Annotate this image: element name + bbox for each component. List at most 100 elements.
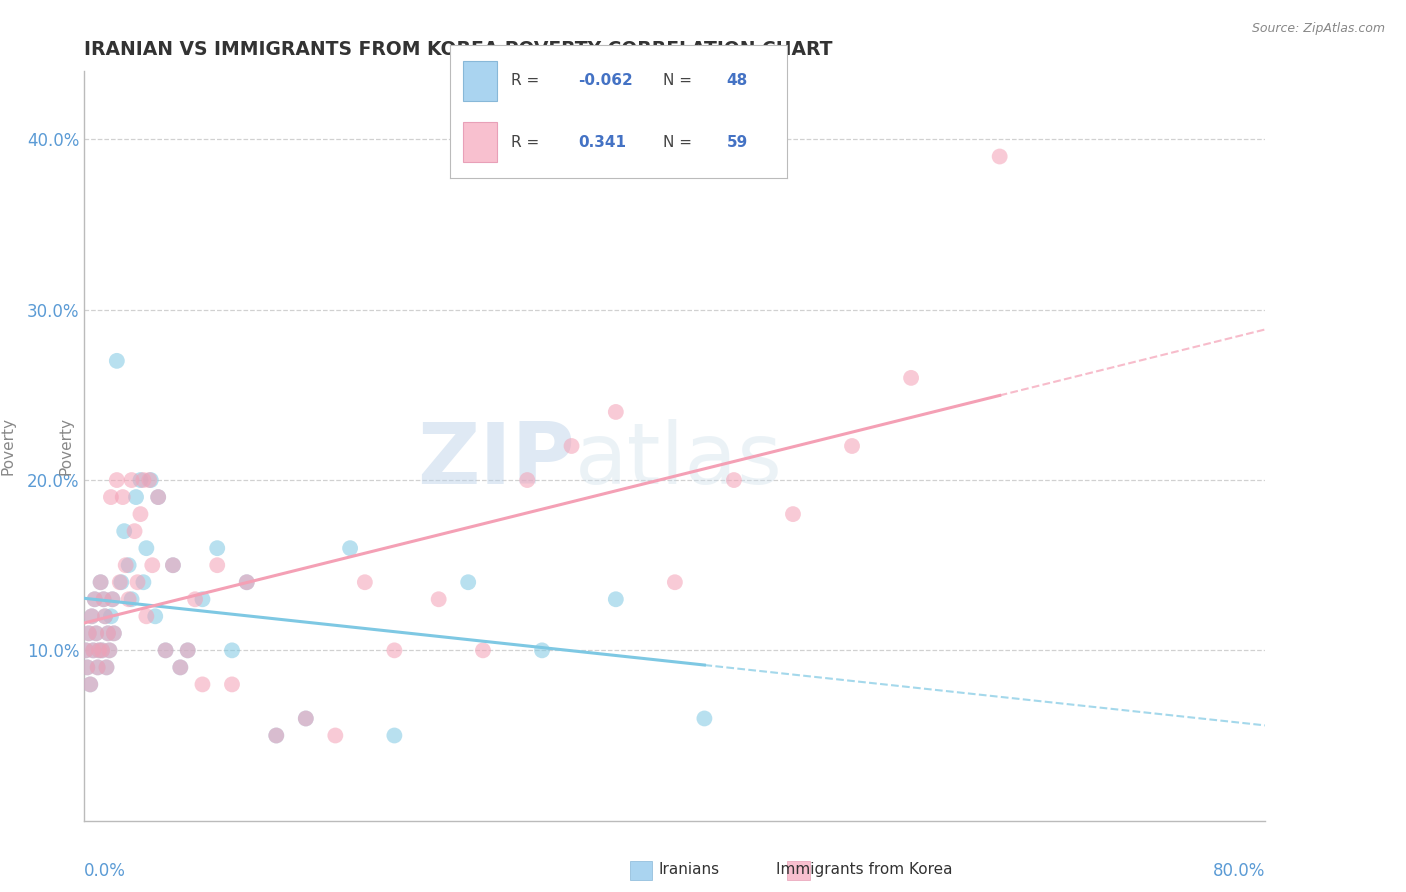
Point xyxy=(177,643,200,657)
Point xyxy=(86,660,108,674)
Point xyxy=(191,592,214,607)
Y-axis label: Poverty: Poverty xyxy=(1,417,15,475)
Point xyxy=(900,371,922,385)
Point xyxy=(111,490,134,504)
Point xyxy=(266,729,288,743)
Point xyxy=(77,626,100,640)
Y-axis label: Poverty: Poverty xyxy=(58,417,73,475)
Point xyxy=(79,677,101,691)
Point xyxy=(236,575,259,590)
Point xyxy=(191,677,214,691)
Point xyxy=(138,473,160,487)
Point xyxy=(94,609,117,624)
Point xyxy=(90,575,112,590)
Text: R =: R = xyxy=(510,73,544,88)
Point xyxy=(841,439,863,453)
Point xyxy=(97,626,120,640)
Point xyxy=(129,507,152,521)
Point xyxy=(87,643,111,657)
Point xyxy=(139,473,162,487)
Text: ZIP: ZIP xyxy=(416,419,575,502)
Point xyxy=(84,626,107,640)
Point xyxy=(132,473,155,487)
Point xyxy=(87,643,111,657)
Point xyxy=(135,609,157,624)
Point xyxy=(148,490,170,504)
Point xyxy=(561,439,583,453)
Point xyxy=(664,575,686,590)
Point xyxy=(605,592,627,607)
Point xyxy=(693,711,716,725)
Point xyxy=(118,592,141,607)
Point xyxy=(605,405,627,419)
Point xyxy=(339,541,361,556)
Point xyxy=(295,711,318,725)
Point xyxy=(82,643,104,657)
Point xyxy=(83,592,105,607)
Point xyxy=(86,660,108,674)
Point xyxy=(132,575,155,590)
Point xyxy=(105,354,128,368)
Point xyxy=(457,575,479,590)
Text: 0.341: 0.341 xyxy=(578,135,626,150)
Point xyxy=(207,541,229,556)
Point xyxy=(96,660,118,674)
Text: IRANIAN VS IMMIGRANTS FROM KOREA POVERTY CORRELATION CHART: IRANIAN VS IMMIGRANTS FROM KOREA POVERTY… xyxy=(84,39,832,59)
Point xyxy=(148,490,170,504)
Point xyxy=(75,643,97,657)
Point xyxy=(105,473,128,487)
Point xyxy=(177,643,200,657)
Point xyxy=(129,473,152,487)
Point xyxy=(98,643,121,657)
Point xyxy=(93,592,115,607)
Point xyxy=(90,575,112,590)
Point xyxy=(782,507,804,521)
Point xyxy=(76,660,98,674)
Point xyxy=(184,592,207,607)
Point xyxy=(98,643,121,657)
Point xyxy=(125,490,148,504)
Point xyxy=(169,660,191,674)
Point xyxy=(325,729,347,743)
Point xyxy=(100,609,122,624)
Text: 80.0%: 80.0% xyxy=(1213,862,1265,880)
Point xyxy=(141,558,163,573)
Point xyxy=(169,660,191,674)
Text: 0.0%: 0.0% xyxy=(84,862,127,880)
Point xyxy=(162,558,184,573)
Point xyxy=(472,643,495,657)
Point xyxy=(83,592,105,607)
Point xyxy=(723,473,745,487)
Point xyxy=(295,711,318,725)
Point xyxy=(266,729,288,743)
Text: 48: 48 xyxy=(727,73,748,88)
Point xyxy=(988,149,1011,163)
Point xyxy=(221,677,243,691)
Point xyxy=(124,524,146,538)
Point xyxy=(207,558,229,573)
Point xyxy=(236,575,259,590)
Point xyxy=(135,541,157,556)
Text: -0.062: -0.062 xyxy=(578,73,633,88)
Point xyxy=(94,609,117,624)
Point xyxy=(76,660,98,674)
Point xyxy=(103,626,125,640)
Text: Immigrants from Korea: Immigrants from Korea xyxy=(776,863,953,877)
FancyBboxPatch shape xyxy=(464,122,498,162)
Text: Source: ZipAtlas.com: Source: ZipAtlas.com xyxy=(1251,22,1385,36)
Point xyxy=(162,558,184,573)
Text: N =: N = xyxy=(662,135,696,150)
Point xyxy=(531,643,554,657)
Point xyxy=(91,643,114,657)
Point xyxy=(75,643,97,657)
Point xyxy=(96,660,118,674)
Point xyxy=(84,626,107,640)
Point xyxy=(121,592,143,607)
Point xyxy=(516,473,538,487)
Point xyxy=(80,609,103,624)
Point xyxy=(118,558,141,573)
Point xyxy=(108,575,131,590)
Text: Iranians: Iranians xyxy=(658,863,720,877)
FancyBboxPatch shape xyxy=(464,61,498,101)
Point xyxy=(155,643,177,657)
